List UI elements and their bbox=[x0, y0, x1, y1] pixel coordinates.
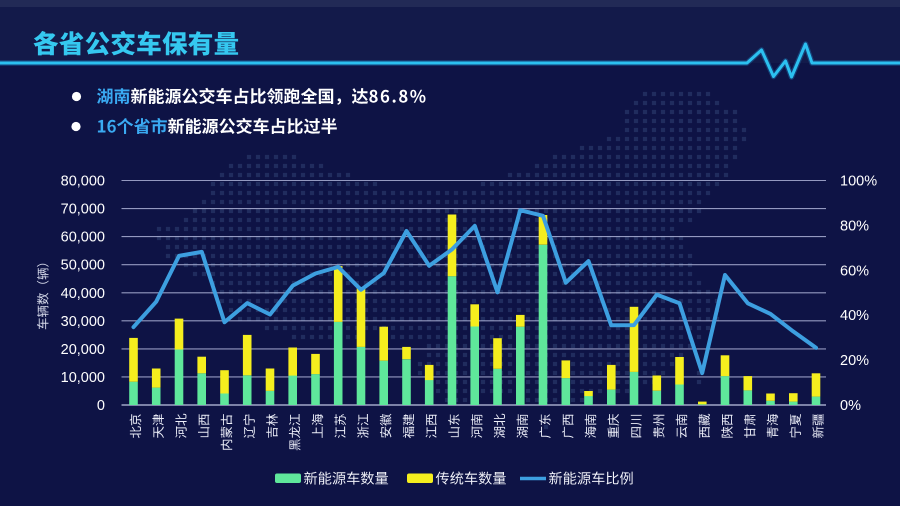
svg-text:60,000: 60,000 bbox=[61, 230, 105, 246]
svg-text:80,000: 80,000 bbox=[61, 174, 105, 190]
svg-text:50,000: 50,000 bbox=[61, 258, 105, 274]
svg-text:60%: 60% bbox=[840, 263, 869, 279]
svg-text:40,000: 40,000 bbox=[61, 286, 105, 302]
svg-text:20,000: 20,000 bbox=[61, 342, 105, 358]
svg-text:40%: 40% bbox=[840, 308, 869, 324]
svg-text:10,000: 10,000 bbox=[61, 370, 105, 386]
svg-text:20%: 20% bbox=[840, 353, 869, 369]
svg-text:0: 0 bbox=[97, 398, 105, 414]
svg-text:30,000: 30,000 bbox=[61, 314, 105, 330]
svg-text:100%: 100% bbox=[840, 174, 877, 190]
svg-text:0%: 0% bbox=[840, 398, 861, 414]
svg-text:70,000: 70,000 bbox=[61, 202, 105, 218]
svg-text:80%: 80% bbox=[840, 218, 869, 234]
